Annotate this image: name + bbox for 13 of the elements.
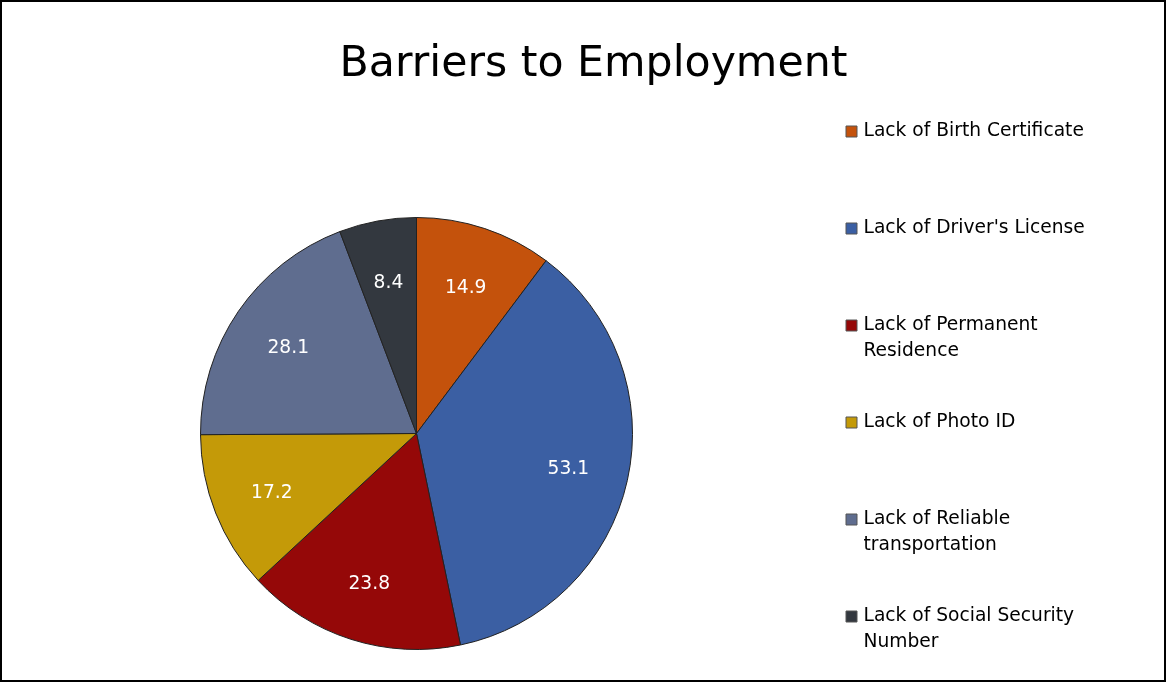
data-label: 23.8 (348, 571, 391, 593)
data-label: 8.4 (373, 270, 404, 292)
data-label: 28.1 (267, 335, 310, 357)
legend-label: Lack of Photo ID (863, 409, 1016, 431)
data-label: 17.2 (251, 480, 293, 502)
legend-label: Lack of Reliable transportation (863, 506, 1011, 554)
legend-label: Lack of Permanent Residence (863, 312, 1038, 360)
legend-label: Lack of Birth Certificate (863, 118, 1084, 140)
data-label: 14.9 (444, 275, 487, 297)
legend-label: Lack of Social Security Number (863, 603, 1075, 651)
data-label: 53.1 (547, 457, 590, 479)
legend-label: Lack of Driver's License (863, 215, 1085, 237)
chart-title: Barriers to Employment (339, 35, 848, 86)
